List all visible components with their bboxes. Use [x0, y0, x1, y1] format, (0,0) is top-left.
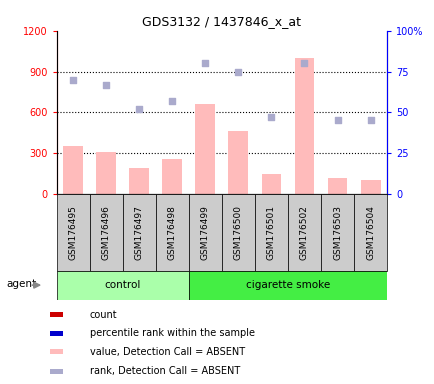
Bar: [195, 104, 215, 194]
Bar: [327, 178, 347, 194]
Text: GSM176496: GSM176496: [102, 205, 110, 260]
Text: count: count: [89, 310, 117, 320]
FancyBboxPatch shape: [89, 194, 122, 271]
Bar: [50, 331, 63, 336]
Text: value, Detection Call = ABSENT: value, Detection Call = ABSENT: [89, 347, 244, 357]
FancyBboxPatch shape: [122, 194, 155, 271]
FancyBboxPatch shape: [155, 194, 188, 271]
Point: [102, 81, 109, 88]
Text: cigarette smoke: cigarette smoke: [245, 280, 329, 290]
Point: [300, 60, 307, 66]
Point: [69, 77, 76, 83]
Bar: [162, 159, 182, 194]
Text: GSM176504: GSM176504: [365, 205, 374, 260]
FancyBboxPatch shape: [56, 271, 188, 300]
Text: GSM176497: GSM176497: [135, 205, 143, 260]
Bar: [63, 146, 83, 194]
Text: GSM176500: GSM176500: [233, 205, 242, 260]
Point: [201, 60, 208, 66]
FancyBboxPatch shape: [56, 194, 89, 271]
Point: [333, 118, 340, 124]
Point: [267, 114, 274, 120]
Bar: [360, 180, 380, 194]
Point: [234, 68, 241, 74]
Bar: [261, 174, 281, 194]
Text: GSM176502: GSM176502: [299, 205, 308, 260]
Text: GSM176503: GSM176503: [332, 205, 341, 260]
Text: agent: agent: [7, 279, 37, 289]
Bar: [129, 168, 149, 194]
Text: control: control: [104, 280, 141, 290]
Bar: [96, 152, 116, 194]
Point: [135, 106, 142, 112]
Point: [366, 118, 373, 124]
Bar: [50, 349, 63, 354]
Text: GSM176498: GSM176498: [168, 205, 176, 260]
Text: GSM176499: GSM176499: [201, 205, 209, 260]
Bar: [228, 131, 248, 194]
FancyBboxPatch shape: [188, 271, 386, 300]
Text: percentile rank within the sample: percentile rank within the sample: [89, 328, 254, 338]
FancyBboxPatch shape: [353, 194, 386, 271]
Bar: [50, 369, 63, 374]
FancyBboxPatch shape: [320, 194, 353, 271]
FancyBboxPatch shape: [287, 194, 320, 271]
Text: GSM176501: GSM176501: [266, 205, 275, 260]
Point: [168, 98, 175, 104]
Bar: [50, 312, 63, 317]
Title: GDS3132 / 1437846_x_at: GDS3132 / 1437846_x_at: [142, 15, 301, 28]
FancyBboxPatch shape: [221, 194, 254, 271]
FancyBboxPatch shape: [254, 194, 287, 271]
FancyBboxPatch shape: [188, 194, 221, 271]
Bar: [294, 58, 314, 194]
Text: GSM176495: GSM176495: [69, 205, 77, 260]
Text: rank, Detection Call = ABSENT: rank, Detection Call = ABSENT: [89, 366, 239, 376]
